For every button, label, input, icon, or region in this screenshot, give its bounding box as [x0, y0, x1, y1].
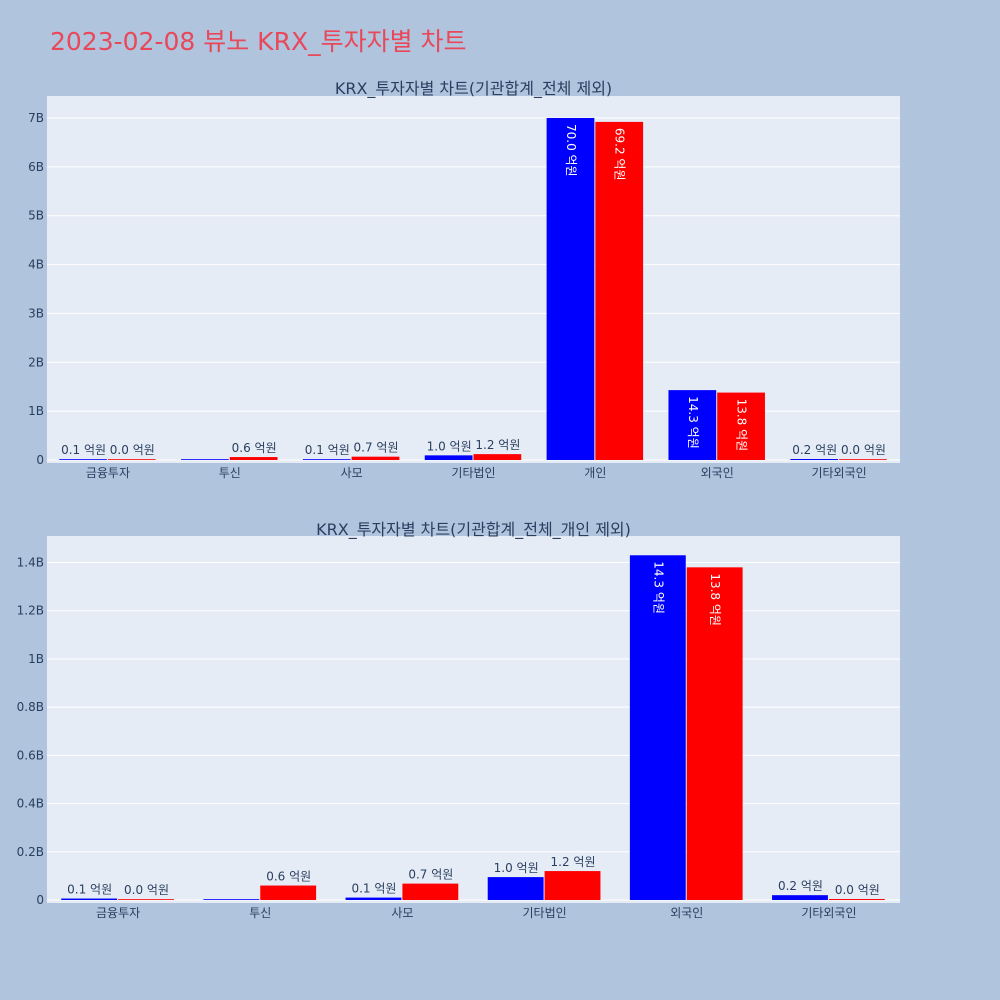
bar-sell — [107, 459, 156, 460]
bar-buy — [487, 877, 544, 900]
data-label: 14.3 억원 — [686, 396, 700, 449]
bar-buy — [59, 459, 107, 460]
y-tick-label: 0 — [36, 453, 44, 467]
x-tick-label: 금융투자 — [96, 906, 140, 920]
x-tick-label: 기타외국인 — [811, 466, 866, 480]
plot-area-2 — [47, 536, 900, 903]
x-tick-label: 외국인 — [670, 906, 703, 920]
bar-sell — [473, 454, 522, 460]
y-tick-label: 5B — [28, 209, 44, 223]
data-label: 0.6 억원 — [232, 441, 277, 455]
y-tick-label: 0.8B — [17, 700, 44, 714]
bar-sell — [118, 899, 174, 900]
chart-title-2: KRX_투자자별 차트(기관합계_전체_개인 제외) — [316, 520, 631, 540]
data-label: 0.0 억원 — [124, 883, 169, 897]
plot-area-1 — [47, 96, 900, 463]
y-tick-label: 0.6B — [17, 748, 44, 762]
data-label: 1.2 억원 — [551, 855, 596, 869]
x-tick-label: 외국인 — [701, 466, 734, 480]
y-tick-label: 1B — [28, 652, 44, 666]
y-tick-label: 1B — [28, 404, 44, 418]
data-label: 0.1 억원 — [305, 443, 350, 457]
data-label: 70.0 억원 — [564, 124, 578, 177]
data-label: 0.1 억원 — [67, 883, 112, 897]
y-tick-label: 3B — [28, 306, 44, 320]
data-label: 13.8 억원 — [708, 573, 722, 626]
data-label: 0.0 억원 — [835, 883, 880, 897]
bar-sell — [351, 456, 400, 460]
bar-buy — [302, 459, 351, 460]
bar-sell — [828, 899, 885, 900]
x-tick-label: 기타외국인 — [801, 906, 856, 920]
data-label: 0.2 억원 — [778, 879, 823, 893]
data-label: 13.8 억원 — [735, 399, 749, 452]
data-label: 1.0 억원 — [427, 439, 472, 453]
y-tick-label: 6B — [28, 160, 44, 174]
x-tick-label: 투신 — [219, 466, 241, 480]
y-tick-label: 0 — [36, 893, 44, 907]
bar-sell — [717, 392, 765, 460]
bar-buy — [345, 897, 402, 900]
chart-title-1: KRX_투자자별 차트(기관합계_전체 제외) — [335, 79, 612, 99]
x-tick-label: 기타법인 — [522, 906, 566, 920]
y-tick-label: 0.2B — [17, 845, 44, 859]
data-label: 0.0 억원 — [841, 443, 886, 457]
bar-buy — [424, 455, 473, 460]
x-tick-label: 투신 — [249, 906, 271, 920]
bar-sell — [686, 567, 743, 900]
bar-buy — [203, 899, 260, 900]
y-tick-label: 1.4B — [17, 556, 44, 570]
data-label: 0.7 억원 — [408, 868, 453, 882]
bar-buy — [790, 459, 839, 460]
x-tick-label: 개인 — [584, 466, 606, 480]
bar-sell — [595, 121, 644, 461]
bar-buy — [668, 390, 717, 460]
data-label: 1.2 억원 — [475, 438, 520, 452]
bar-buy — [546, 117, 595, 461]
bar-buy — [772, 895, 828, 900]
data-label: 14.3 억원 — [651, 561, 665, 614]
data-label: 1.0 억원 — [494, 861, 539, 875]
bar-sell — [544, 871, 601, 900]
y-tick-label: 2B — [28, 355, 44, 369]
data-label: 69.2 억원 — [613, 128, 627, 181]
data-label: 0.1 억원 — [61, 443, 106, 457]
bar-sell — [839, 459, 887, 460]
data-label: 0.2 억원 — [792, 443, 837, 457]
bar-sell — [402, 883, 459, 900]
bar-sell — [260, 885, 317, 900]
x-tick-label: 사모 — [341, 466, 363, 480]
bar-buy — [181, 459, 229, 460]
y-tick-label: 0.4B — [17, 797, 44, 811]
y-tick-label: 1.2B — [17, 604, 44, 618]
x-tick-label: 기타법인 — [451, 466, 495, 480]
data-label: 0.6 억원 — [266, 870, 311, 884]
data-label: 0.0 억원 — [110, 443, 155, 457]
bar-buy — [61, 898, 118, 900]
data-label: 0.7 억원 — [354, 441, 399, 455]
page-title: 2023-02-08 뷰노 KRX_투자자별 차트 — [50, 27, 467, 56]
bar-buy — [629, 555, 686, 900]
y-tick-label: 7B — [28, 111, 44, 125]
x-tick-label: 사모 — [391, 906, 413, 920]
data-label: 0.1 억원 — [351, 882, 396, 896]
x-tick-label: 금융투자 — [86, 466, 130, 480]
bar-sell — [229, 457, 278, 460]
y-tick-label: 4B — [28, 258, 44, 272]
